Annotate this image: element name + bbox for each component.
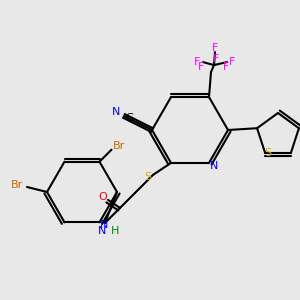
Text: F: F <box>212 43 218 53</box>
Text: S: S <box>144 172 152 182</box>
Text: N: N <box>112 107 120 117</box>
Text: F: F <box>223 62 229 72</box>
Text: S: S <box>265 148 272 158</box>
Text: N: N <box>210 161 218 171</box>
Text: O: O <box>99 192 107 202</box>
Text: F: F <box>213 54 219 64</box>
Text: Br: Br <box>11 180 23 190</box>
Text: Br: Br <box>113 141 126 151</box>
Text: C: C <box>125 113 133 123</box>
Text: F: F <box>198 62 204 72</box>
Text: F: F <box>194 57 200 67</box>
Text: N: N <box>98 226 106 236</box>
Text: N: N <box>100 220 109 230</box>
Text: H: H <box>111 226 119 236</box>
Text: F: F <box>229 57 235 67</box>
